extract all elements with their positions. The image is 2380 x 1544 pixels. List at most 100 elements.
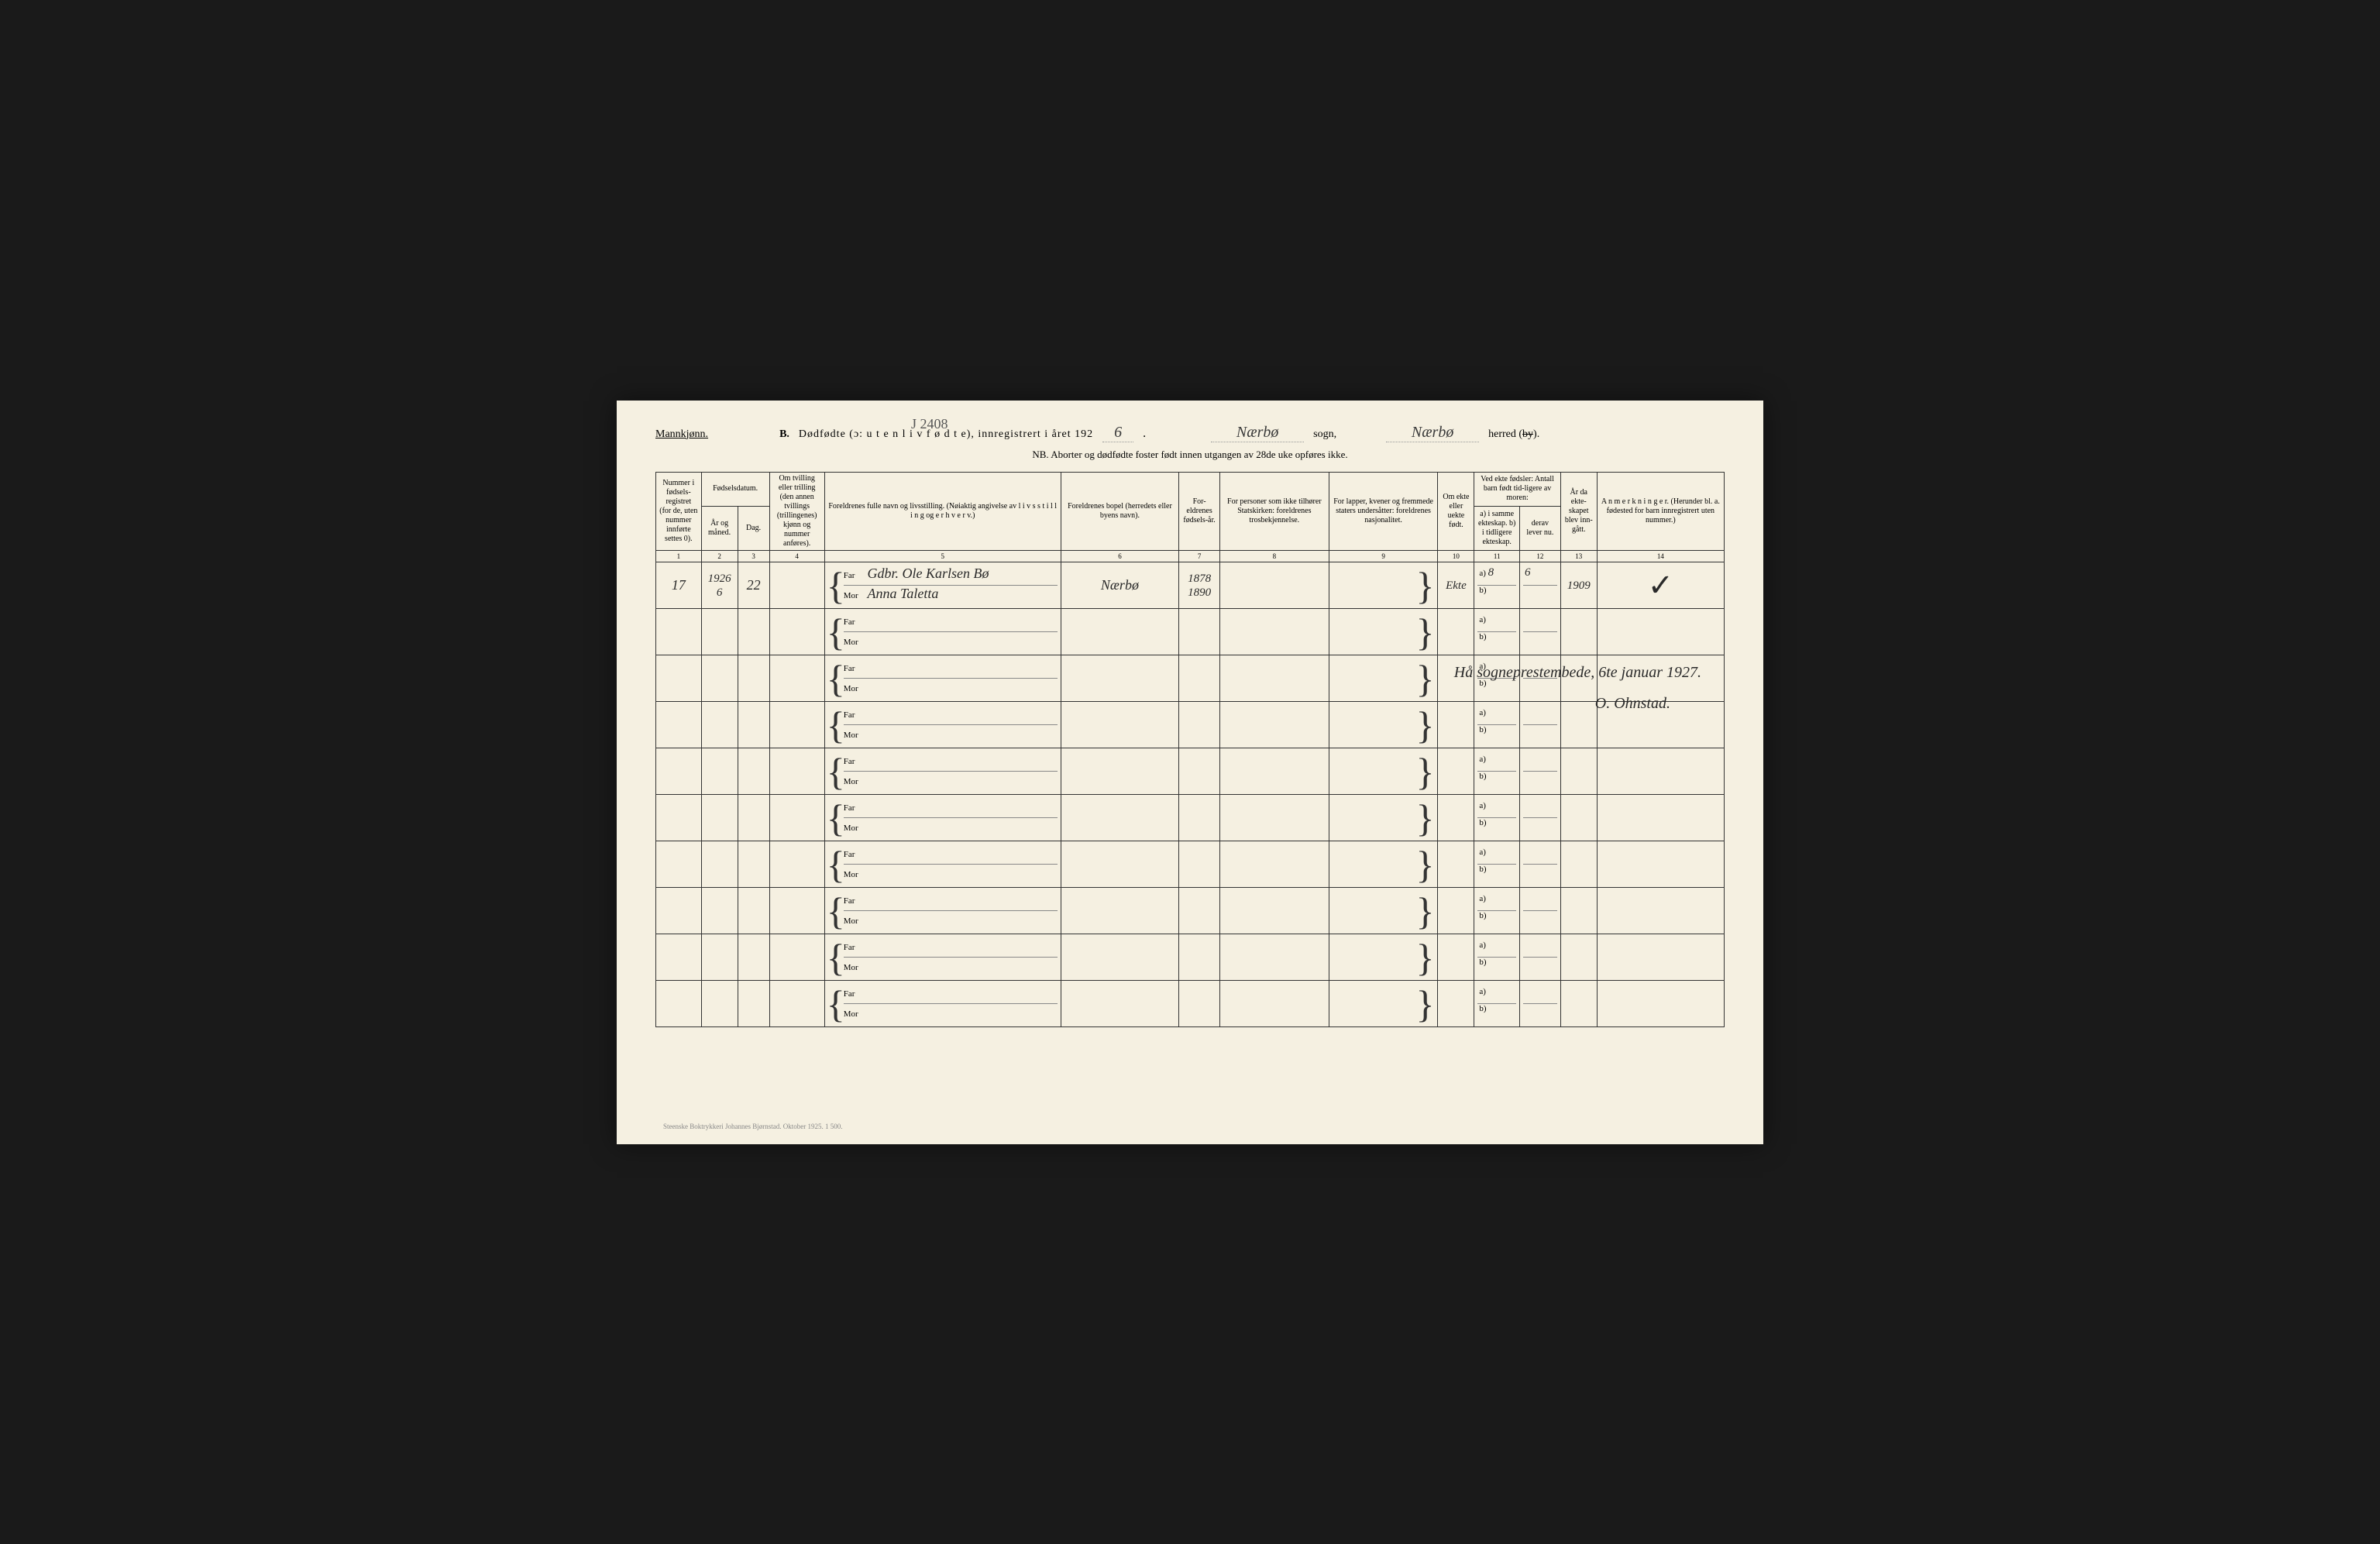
cell-religion: [1219, 748, 1329, 795]
table-row: { Far Mor } a) b): [656, 702, 1725, 748]
cell-c13: [1560, 795, 1597, 841]
cell-c12: [1520, 609, 1561, 655]
cell-yearmonth: [701, 748, 738, 795]
cell-yearmonth: [701, 655, 738, 702]
cell-num: [656, 609, 702, 655]
cell-yearmonth: [701, 702, 738, 748]
coln-2: 2: [701, 550, 738, 562]
cell-c13: [1560, 748, 1597, 795]
cell-parents: { Far Mor: [824, 934, 1061, 981]
herred-label: herred (by).: [1488, 428, 1539, 441]
cell-bopel: [1061, 841, 1178, 888]
cell-parents: { Far Gdbr. Ole Karlsen Bø Mor Anna Tale…: [824, 562, 1061, 609]
cell-bopel: Nærbø: [1061, 562, 1178, 609]
col7-header: For-eldrenes fødsels-år.: [1179, 472, 1220, 550]
cell-day: 22: [738, 562, 769, 609]
cell-bopel: [1061, 934, 1178, 981]
cell-c11: a) b): [1474, 609, 1520, 655]
cell-nationality: }: [1329, 934, 1438, 981]
cell-bopel: [1061, 795, 1178, 841]
sogn-label: sogn,: [1313, 428, 1336, 441]
cell-ekte: [1438, 888, 1474, 934]
coln-4: 4: [769, 550, 824, 562]
table-row: 171926622 { Far Gdbr. Ole Karlsen Bø Mor…: [656, 562, 1725, 609]
cell-twin: [769, 888, 824, 934]
section-b: B.: [779, 428, 789, 441]
herred-value: Nærbø: [1386, 424, 1479, 442]
table-row: { Far Mor } a) b): [656, 934, 1725, 981]
coln-3: 3: [738, 550, 769, 562]
cell-num: [656, 748, 702, 795]
cell-nationality: }: [1329, 655, 1438, 702]
cell-remark: [1597, 934, 1724, 981]
cell-religion: [1219, 888, 1329, 934]
cell-c13: [1560, 934, 1597, 981]
cell-religion: [1219, 795, 1329, 841]
cell-c11: a) b): [1474, 888, 1520, 934]
cell-ekte: [1438, 748, 1474, 795]
cell-religion: [1219, 562, 1329, 609]
cell-c12: [1520, 748, 1561, 795]
cell-religion: [1219, 609, 1329, 655]
cell-parents: { Far Mor: [824, 748, 1061, 795]
coln-5: 5: [824, 550, 1061, 562]
cell-remark: [1597, 748, 1724, 795]
cell-c11: a) b): [1474, 748, 1520, 795]
signature-line1: Hå sogneprestembede, 6te januar 1927.: [1454, 664, 1701, 682]
cell-c13: [1560, 841, 1597, 888]
col3-header: Dag.: [738, 506, 769, 550]
cell-parents: { Far Mor: [824, 655, 1061, 702]
cell-c13: [1560, 702, 1597, 748]
cell-parent-years: [1179, 795, 1220, 841]
document-page: J 2408 Mannkjønn. B. Dødfødte (ɔ: u t e …: [617, 401, 1763, 1144]
cell-nationality: }: [1329, 562, 1438, 609]
cell-num: [656, 795, 702, 841]
cell-num: [656, 702, 702, 748]
cell-yearmonth: [701, 981, 738, 1027]
cell-parent-years: [1179, 609, 1220, 655]
cell-remark: [1597, 888, 1724, 934]
cell-num: [656, 841, 702, 888]
cell-c12: [1520, 702, 1561, 748]
coln-1: 1: [656, 550, 702, 562]
header-row: Mannkjønn. B. Dødfødte (ɔ: u t e n l i v…: [655, 424, 1725, 442]
pencil-code: J 2408: [911, 416, 948, 432]
table-row: { Far Mor } a) b): [656, 841, 1725, 888]
cell-c11: a) b): [1474, 841, 1520, 888]
cell-ekte: [1438, 795, 1474, 841]
coln-10: 10: [1438, 550, 1474, 562]
col5-header: Foreldrenes fulle navn og livsstilling. …: [824, 472, 1061, 550]
cell-c11: a) b): [1474, 795, 1520, 841]
cell-yearmonth: [701, 934, 738, 981]
cell-c13: [1560, 609, 1597, 655]
col8-header: For personer som ikke tilhører Statskirk…: [1219, 472, 1329, 550]
year-handwritten: 6: [1102, 424, 1133, 442]
cell-remark: [1597, 841, 1724, 888]
cell-c13: [1560, 888, 1597, 934]
cell-ekte: [1438, 981, 1474, 1027]
cell-c12: [1520, 981, 1561, 1027]
table-row: { Far Mor } a) b): [656, 609, 1725, 655]
cell-c11: a) b): [1474, 934, 1520, 981]
coln-12: 12: [1520, 550, 1561, 562]
cell-bopel: [1061, 655, 1178, 702]
cell-religion: [1219, 702, 1329, 748]
cell-num: [656, 981, 702, 1027]
cell-num: 17: [656, 562, 702, 609]
coln-9: 9: [1329, 550, 1438, 562]
cell-parent-years: [1179, 702, 1220, 748]
coln-14: 14: [1597, 550, 1724, 562]
cell-day: [738, 981, 769, 1027]
cell-nationality: }: [1329, 981, 1438, 1027]
coln-6: 6: [1061, 550, 1178, 562]
cell-c11: a) 8 b): [1474, 562, 1520, 609]
col1-header: Nummer i fødsels-registret (for de, uten…: [656, 472, 702, 550]
register-table: Nummer i fødsels-registret (for de, uten…: [655, 472, 1725, 1028]
cell-ekte: [1438, 609, 1474, 655]
cell-day: [738, 609, 769, 655]
col11-header: a) i samme ekteskap. b) i tidligere ekte…: [1474, 506, 1520, 550]
cell-parents: { Far Mor: [824, 841, 1061, 888]
cell-c12: [1520, 888, 1561, 934]
cell-twin: [769, 795, 824, 841]
cell-c13: 1909: [1560, 562, 1597, 609]
